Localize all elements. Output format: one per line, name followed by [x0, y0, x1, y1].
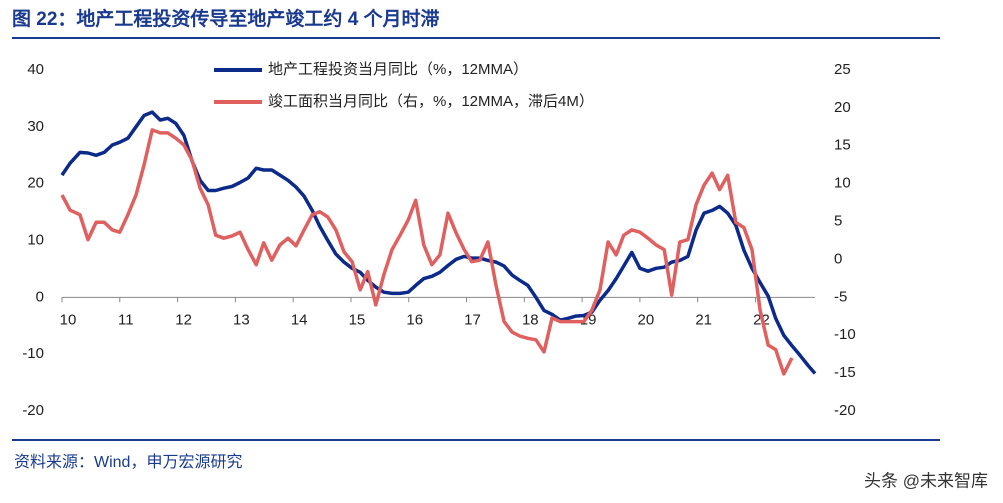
y-tick-label: 40 — [27, 61, 44, 78]
x-tick-label: 18 — [522, 311, 539, 328]
x-tick-label: 15 — [349, 311, 366, 328]
x-tick-label: 20 — [638, 311, 655, 328]
x-tick-label: 14 — [291, 311, 308, 328]
y2-tick-label: -5 — [834, 288, 847, 305]
series-line — [60, 110, 817, 375]
y2-tick-label: -15 — [834, 364, 856, 381]
x-tick-label: 16 — [406, 311, 423, 328]
legend-label: 竣工面积当月同比（右，%，12MMA，滞后4M） — [268, 93, 594, 110]
y2-tick-label: 0 — [834, 250, 842, 267]
y2-tick-label: 10 — [834, 175, 851, 192]
x-tick-label: 17 — [464, 311, 481, 328]
legend-label: 地产工程投资当月同比（%，12MMA） — [268, 61, 528, 78]
y2-tick-label: 25 — [834, 61, 851, 78]
x-tick-label: 10 — [60, 311, 77, 328]
y2-tick-label: -10 — [834, 326, 856, 343]
x-tick-label: 13 — [233, 311, 250, 328]
x-tick-label: 11 — [118, 311, 134, 328]
chart-title: 图 22：地产工程投资传导至地产竣工约 4 个月时滞 — [12, 7, 440, 30]
y-tick-label: 0 — [36, 288, 44, 305]
x-tick-label: 12 — [175, 311, 192, 328]
watermark: 头条 @未来智库 — [864, 471, 988, 490]
y-tick-label: -10 — [22, 345, 44, 362]
y2-tick-label: 5 — [834, 213, 842, 230]
series-line — [60, 128, 794, 376]
source: 资料来源：Wind，申万宏源研究 — [14, 453, 242, 471]
y-tick-label: 30 — [27, 118, 44, 135]
y2-tick-label: 20 — [834, 99, 851, 116]
y-tick-label: 20 — [27, 175, 44, 192]
y-tick-label: -20 — [22, 402, 44, 419]
y2-tick-label: 15 — [834, 137, 851, 154]
x-tick-label: 21 — [695, 311, 712, 328]
y2-tick-label: -20 — [834, 402, 856, 419]
y-tick-label: 10 — [27, 231, 44, 248]
